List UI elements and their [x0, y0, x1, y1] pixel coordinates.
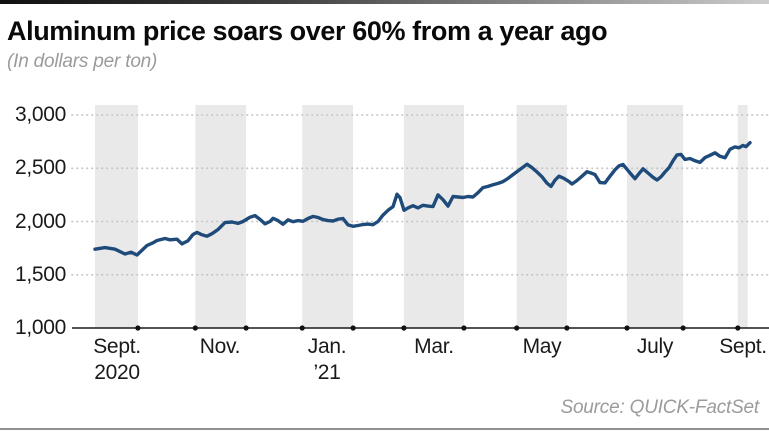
month-shading-band: [737, 105, 748, 328]
chart-title: Aluminum price soars over 60% from a yea…: [7, 16, 608, 46]
axis-tick-dot: [299, 325, 305, 331]
axis-tick-dot: [461, 325, 467, 331]
x-tick-label: May: [522, 335, 562, 358]
axis-tick-dot: [680, 325, 686, 331]
month-shading-band: [403, 105, 464, 328]
y-tick-label: 1,000: [14, 316, 66, 339]
axis-tick-dot: [564, 325, 570, 331]
axis-tick-dot: [350, 325, 356, 331]
x-tick-label: Sept. 2020: [93, 335, 141, 384]
chart-subtitle: (In dollars per ton): [7, 51, 158, 72]
month-shading-band: [195, 105, 247, 328]
month-shading-band: [627, 105, 684, 328]
x-tick-label: Sept.: [719, 335, 767, 358]
month-shading-band: [516, 105, 567, 328]
y-tick-label: 3,000: [14, 103, 66, 126]
month-shading-band: [95, 105, 138, 328]
axis-tick-dot: [135, 325, 141, 331]
x-tick-label: Nov.: [199, 335, 241, 358]
y-tick-label: 2,500: [14, 156, 66, 179]
axis-tick-dot: [401, 325, 407, 331]
bottom-divider: [0, 428, 769, 430]
axis-tick-dot: [735, 325, 741, 331]
x-tick-label: Jan. ’21: [307, 335, 347, 384]
axis-tick-dot: [514, 325, 520, 331]
axis-tick-dot: [624, 325, 630, 331]
top-divider: [0, 0, 769, 4]
source-credit: Source: QUICK-FactSet: [560, 397, 759, 418]
price-line-series: [93, 141, 752, 257]
x-tick-label: Mar.: [414, 335, 454, 358]
axis-tick-dot: [243, 325, 249, 331]
y-tick-label: 1,500: [14, 263, 66, 286]
y-tick-label: 2,000: [14, 210, 66, 233]
x-tick-label: July: [636, 335, 674, 358]
axis-tick-dot: [192, 325, 198, 331]
